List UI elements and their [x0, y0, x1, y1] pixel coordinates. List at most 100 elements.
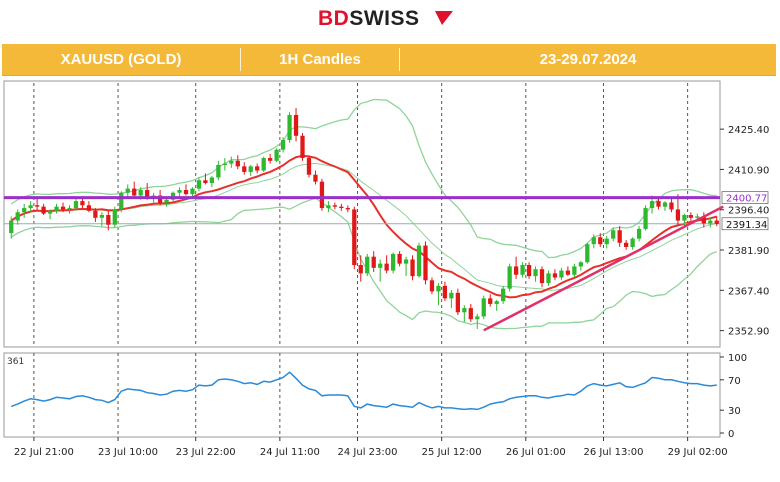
- current-price-label: 2391.34: [726, 220, 767, 231]
- indicator-level-label: 0: [728, 429, 734, 440]
- current-price-box: [721, 217, 769, 231]
- price-pane-frame: [3, 80, 721, 348]
- indicator-name-label: 361: [7, 357, 24, 367]
- candle-body: [80, 201, 85, 206]
- brand-swiss: SWISS: [349, 7, 420, 30]
- candle-body: [209, 177, 215, 184]
- candle-body: [507, 266, 512, 289]
- candle-body: [513, 266, 519, 275]
- candle-body: [86, 205, 92, 211]
- candle-body: [326, 205, 331, 209]
- candle-body: [274, 149, 279, 161]
- candle-body: [358, 265, 363, 274]
- time-tick-label: 23 Jul 10:00: [98, 447, 158, 458]
- timeframe-label: 1H Candles: [279, 51, 361, 68]
- indicator-line: [10, 371, 717, 411]
- candle-body: [67, 208, 72, 210]
- candle-body: [293, 114, 299, 136]
- candle-body: [416, 245, 422, 277]
- candle-body: [695, 216, 700, 218]
- candle-body: [488, 298, 493, 304]
- candle-body: [164, 199, 169, 203]
- date-range-label: 23-29.07.2024: [539, 51, 637, 68]
- candle-body: [73, 201, 79, 209]
- price-tick-label: 2381.90: [728, 246, 769, 257]
- candle-body: [539, 269, 545, 284]
- candle-body: [15, 212, 20, 221]
- indicator-level-label: 30: [728, 406, 741, 417]
- candle-body: [371, 256, 376, 268]
- candle-body: [319, 181, 325, 209]
- candle-body: [591, 237, 596, 245]
- candle-body: [313, 174, 318, 182]
- time-tick-label: 24 Jul 23:00: [338, 447, 398, 458]
- candle-body: [468, 308, 473, 320]
- indicator-level-label: 70: [728, 376, 741, 387]
- candle-body: [501, 288, 506, 302]
- candle-body: [60, 206, 66, 210]
- candle-body: [669, 202, 674, 210]
- candle-body: [229, 160, 234, 164]
- time-tick-label: 24 Jul 11:00: [260, 447, 320, 458]
- candle-body: [196, 180, 202, 189]
- candle-body: [216, 164, 221, 178]
- candle-body: [714, 220, 719, 224]
- bollinger-lower-band: [10, 197, 718, 330]
- candle-body: [242, 166, 247, 172]
- candle-body: [520, 265, 525, 275]
- brand-bd: BD: [318, 7, 350, 30]
- moving-average-line: [10, 154, 718, 299]
- time-tick-label: 26 Jul 01:00: [506, 447, 566, 458]
- time-tick-label: 29 Jul 02:00: [668, 447, 728, 458]
- candle-body: [300, 135, 305, 159]
- candle-body: [99, 215, 104, 218]
- candle-body: [546, 273, 551, 284]
- candle-body: [682, 215, 687, 221]
- candle-body: [28, 205, 33, 209]
- candle-body: [345, 208, 350, 210]
- candle-body: [183, 189, 189, 195]
- candle-body: [578, 262, 583, 267]
- candle-body: [442, 285, 448, 299]
- candle-body: [572, 266, 577, 275]
- candle-body: [390, 253, 396, 271]
- candle-body: [559, 270, 564, 278]
- candle-body: [93, 210, 98, 218]
- candle-body: [132, 188, 137, 196]
- candle-body: [533, 269, 538, 277]
- support-trendline: [483, 205, 724, 332]
- price-tick-label: 2396.40: [728, 206, 769, 217]
- candle-body: [585, 244, 590, 263]
- candle-body: [604, 238, 609, 245]
- symbol-label: XAUUSD (GOLD): [60, 51, 182, 68]
- candle-body: [403, 259, 409, 264]
- candle-body: [261, 158, 266, 171]
- candle-body: [280, 139, 286, 150]
- candle-body: [222, 163, 227, 165]
- time-tick-label: 25 Jul 12:00: [422, 447, 482, 458]
- candle-body: [54, 206, 59, 211]
- candle-body: [662, 202, 668, 207]
- candle-body: [268, 158, 273, 161]
- candle-body: [598, 237, 603, 245]
- candle-body: [649, 201, 655, 209]
- candle-body: [177, 189, 182, 193]
- candle-body: [47, 210, 53, 214]
- resistance-price-label: 2400.77: [726, 194, 767, 205]
- price-tick-label: 2367.40: [728, 286, 769, 297]
- candle-body: [41, 206, 46, 214]
- candle-body: [688, 215, 694, 218]
- indicator-pane-frame: [3, 352, 721, 438]
- candle-body: [611, 230, 616, 239]
- candle-body: [145, 189, 150, 199]
- time-tick-label: 26 Jul 13:00: [583, 447, 643, 458]
- header-divider: [240, 48, 241, 71]
- candle-body: [339, 206, 344, 209]
- header-divider: [399, 48, 400, 71]
- price-chart: 2425.40 2410.90 2396.40 2381.90 2367.40 2352.…: [3, 80, 769, 458]
- candle-body: [455, 292, 460, 313]
- candle-body: [643, 208, 648, 229]
- candle-body: [429, 280, 435, 292]
- candle-body: [248, 166, 253, 172]
- candle-body: [701, 216, 706, 224]
